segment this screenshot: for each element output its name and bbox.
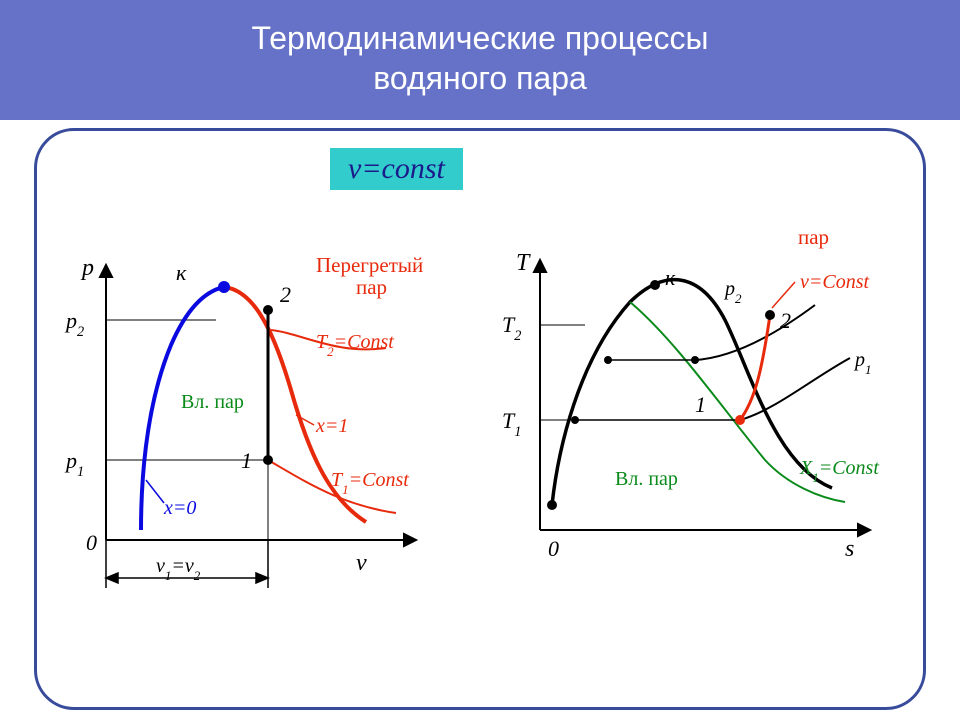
- ts-domeT2R: [691, 356, 699, 364]
- critical-point: [218, 281, 230, 293]
- pv-k-label: к: [176, 260, 187, 285]
- ts-p2: p2: [723, 278, 742, 306]
- ts-point2: [765, 310, 775, 320]
- pv-point-1: [263, 455, 273, 465]
- pv-pt1-label: 1: [241, 448, 252, 473]
- process-constant-box: v=const: [330, 148, 463, 190]
- ts-diagram: 0 T s T2 T1 к Перегретый пар v=Const p2 …: [500, 230, 930, 630]
- ts-domeT1L: [571, 416, 579, 424]
- vconst-leader: [772, 282, 795, 308]
- x0-leader: [146, 480, 164, 503]
- p2-isobar: [695, 305, 815, 360]
- pv-x0: x=0: [163, 497, 196, 519]
- ts-xlabel: s: [845, 536, 854, 562]
- pv-ylabel: p: [80, 255, 94, 281]
- p2-label: p2: [64, 308, 84, 340]
- ts-x1const: X1=Const: [799, 457, 879, 485]
- pv-axes: [100, 265, 416, 546]
- slide-title: Термодинамические процессы водяного пара: [0, 0, 960, 120]
- title-line1: Термодинамические процессы: [0, 18, 960, 58]
- T1-label: T1: [502, 408, 521, 440]
- pv-origin: 0: [86, 530, 97, 555]
- pv-point-2: [263, 305, 273, 315]
- T2-label: T2: [502, 312, 521, 344]
- ts-k: к: [665, 265, 676, 290]
- ts-domeT2L: [604, 356, 612, 364]
- ts-crit: [650, 280, 660, 290]
- title-line2: водяного пара: [0, 58, 960, 98]
- pv-pt2-label: 2: [280, 282, 291, 307]
- pv-x1: x=1: [315, 415, 348, 437]
- ts-superheated: Перегретый пар: [758, 230, 871, 249]
- pv-superheated: Перегретый пар: [316, 253, 429, 299]
- pv-xlabel: v: [356, 550, 367, 576]
- ts-pt1: 1: [695, 392, 706, 417]
- ts-green-dot: [547, 500, 557, 510]
- pv-T2const: T2=Const: [316, 331, 394, 359]
- pv-wet: Вл. пар: [181, 391, 244, 413]
- ts-p1: p1: [853, 349, 872, 377]
- ts-vconst: v=Const: [800, 271, 869, 293]
- ts-pt2: 2: [780, 308, 791, 333]
- p1-label: p1: [64, 448, 84, 480]
- ts-wet: Вл. пар: [615, 468, 678, 490]
- ts-point1: [735, 415, 745, 425]
- pv-T1const: T1=Const: [331, 469, 409, 497]
- pv-diagram: 0 p v p2 p1 к 2 1 Перегретый пар T2=Cons…: [56, 230, 476, 630]
- ts-origin: 0: [548, 536, 559, 561]
- ts-ylabel: T: [516, 250, 531, 276]
